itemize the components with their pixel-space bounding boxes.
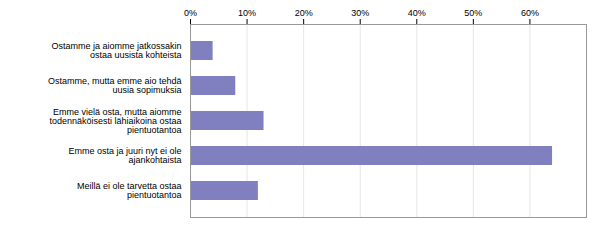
svg-text:30%: 30% <box>351 8 369 18</box>
svg-text:20%: 20% <box>295 8 313 18</box>
svg-text:0%: 0% <box>184 8 197 18</box>
svg-text:50%: 50% <box>464 8 482 18</box>
svg-text:Ostamme ja aiomme jatkossakino: Ostamme ja aiomme jatkossakinostaa uusis… <box>51 41 181 60</box>
svg-text:Ostamme, mutta emme aio tehdäu: Ostamme, mutta emme aio tehdäuusia sopim… <box>48 76 182 95</box>
svg-text:60%: 60% <box>521 8 539 18</box>
svg-text:Emme osta ja juuri nyt ei olea: Emme osta ja juuri nyt ei oleajankohtais… <box>68 146 181 165</box>
svg-text:10%: 10% <box>238 8 256 18</box>
svg-text:Emme vielä osta, mutta aiommet: Emme vielä osta, mutta aiommetodennäköis… <box>49 107 181 135</box>
svg-text:Meillä ei ole tarvetta ostaapi: Meillä ei ole tarvetta ostaapientuotanto… <box>77 181 182 200</box>
svg-text:40%: 40% <box>408 8 426 18</box>
